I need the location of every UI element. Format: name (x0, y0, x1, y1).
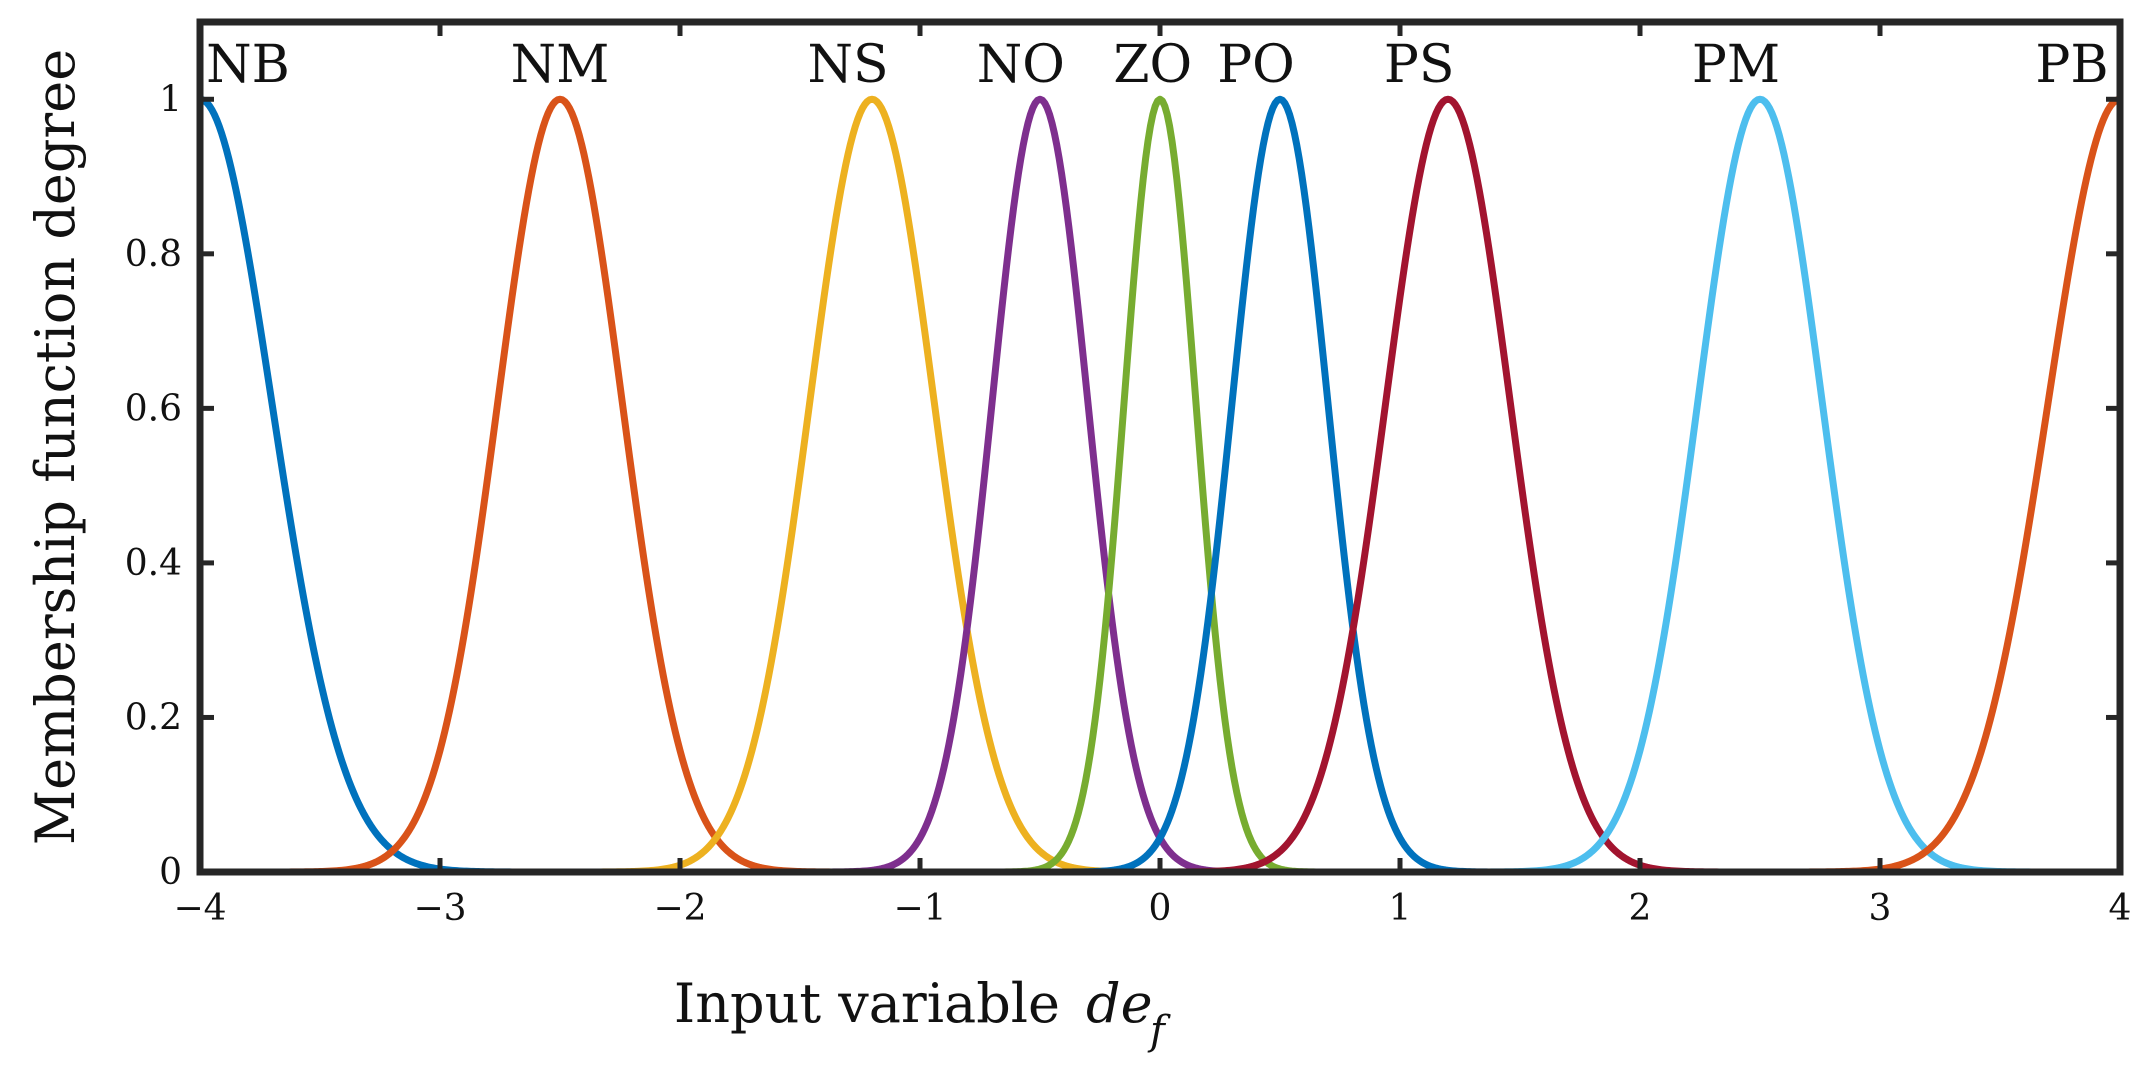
mf-label-no: NO (977, 35, 1065, 95)
x-tick-label: 4 (2109, 888, 2132, 929)
y-tick-label: 0.4 (125, 543, 182, 584)
x-tick-label: −2 (653, 888, 706, 929)
mf-label-ps: PS (1384, 35, 1455, 95)
mf-curve-po (200, 95, 2120, 872)
x-tick-label: 3 (1869, 888, 1892, 929)
y-tick-label: 1 (159, 79, 182, 120)
x-tick-label: −3 (413, 888, 466, 929)
x-axis-symbol: de (1086, 972, 1153, 1035)
mf-label-pb: PB (2035, 35, 2108, 95)
plot-frame (196, 18, 2124, 876)
y-tick-label: 0.6 (125, 388, 182, 429)
x-tick-label: 1 (1389, 888, 1412, 929)
mf-label-nm: NM (511, 35, 610, 95)
x-tick-label: −1 (893, 888, 946, 929)
y-tick-label: 0.2 (125, 697, 182, 738)
mf-label-ns: NS (807, 35, 888, 95)
x-axis-title: Input variable (674, 972, 1060, 1035)
mf-label-pm: PM (1692, 35, 1780, 95)
mf-label-po: PO (1217, 35, 1295, 95)
x-tick-label: 0 (1149, 888, 1172, 929)
x-tick-label: 2 (1629, 888, 1652, 929)
mf-curve-pm (200, 95, 2120, 872)
mf-label-layer: NB NM NS NO ZO PO PS PM PB (206, 35, 2108, 95)
mf-curve-zo (200, 95, 2120, 872)
x-axis-symbol-subscript: f (1147, 1008, 1171, 1054)
mf-curve-nm (200, 95, 2120, 872)
mf-label-zo: ZO (1113, 35, 1192, 95)
x-tick-label: −4 (173, 888, 226, 929)
y-tick-label: 0 (159, 852, 182, 893)
curve-layer (200, 95, 2120, 872)
y-tick-label: 0.8 (125, 234, 182, 275)
tick-layer: −4 −3 −2 −1 0 1 2 3 4 0 0.2 0.4 0.6 0.8 1 (125, 22, 2132, 929)
mf-label-nb: NB (206, 35, 290, 95)
y-axis-title: Membership function degree (24, 49, 87, 845)
